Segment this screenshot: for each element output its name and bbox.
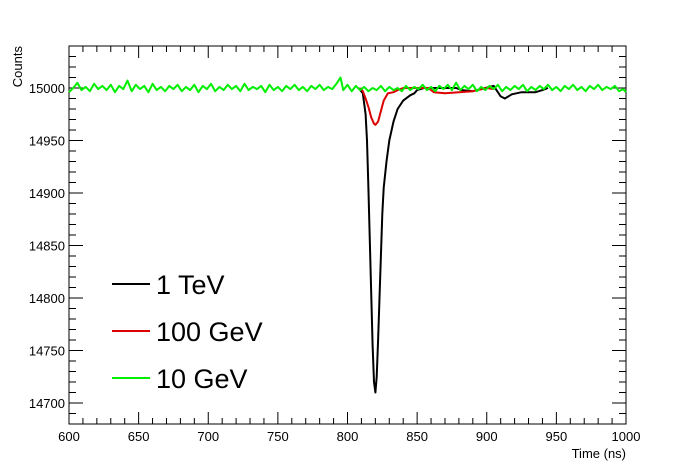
plot-frame [68,45,627,425]
x-axis: 600 650 700 750 800 850 900 950 1000 [58,46,640,444]
legend-label: 100 GeV [156,317,263,347]
series-layer [68,76,627,394]
x-axis-title: Time (ns) [572,446,626,461]
x-tick-label: 750 [267,429,289,444]
legend-label: 1 TeV [156,270,225,300]
y-axis-title: Counts [10,46,25,88]
x-tick-label: 950 [546,429,568,444]
y-tick-label: 14850 [29,239,65,254]
y-tick-label: 14700 [29,396,65,411]
y-tick-label: 15000 [29,81,65,96]
series-line-0 [357,84,549,394]
y-tick-label: 14750 [29,344,65,359]
y-tick-label: 14950 [29,134,65,149]
series-line-2 [68,76,627,94]
y-tick-label: 14900 [29,186,65,201]
series-line-1 [359,87,494,126]
y-tick-label: 14800 [29,291,65,306]
x-tick-label: 600 [58,429,80,444]
y-axis: 14700 14750 14800 14850 14900 14950 15000 [29,45,626,425]
x-tick-label: 900 [476,429,498,444]
x-tick-label: 800 [337,429,359,444]
legend-label: 10 GeV [156,364,248,394]
x-tick-label: 850 [406,429,428,444]
x-tick-label: 700 [197,429,219,444]
x-tick-label: 1000 [612,429,641,444]
legend: 1 TeV 100 GeV 10 GeV [112,270,263,394]
x-tick-label: 650 [128,429,150,444]
